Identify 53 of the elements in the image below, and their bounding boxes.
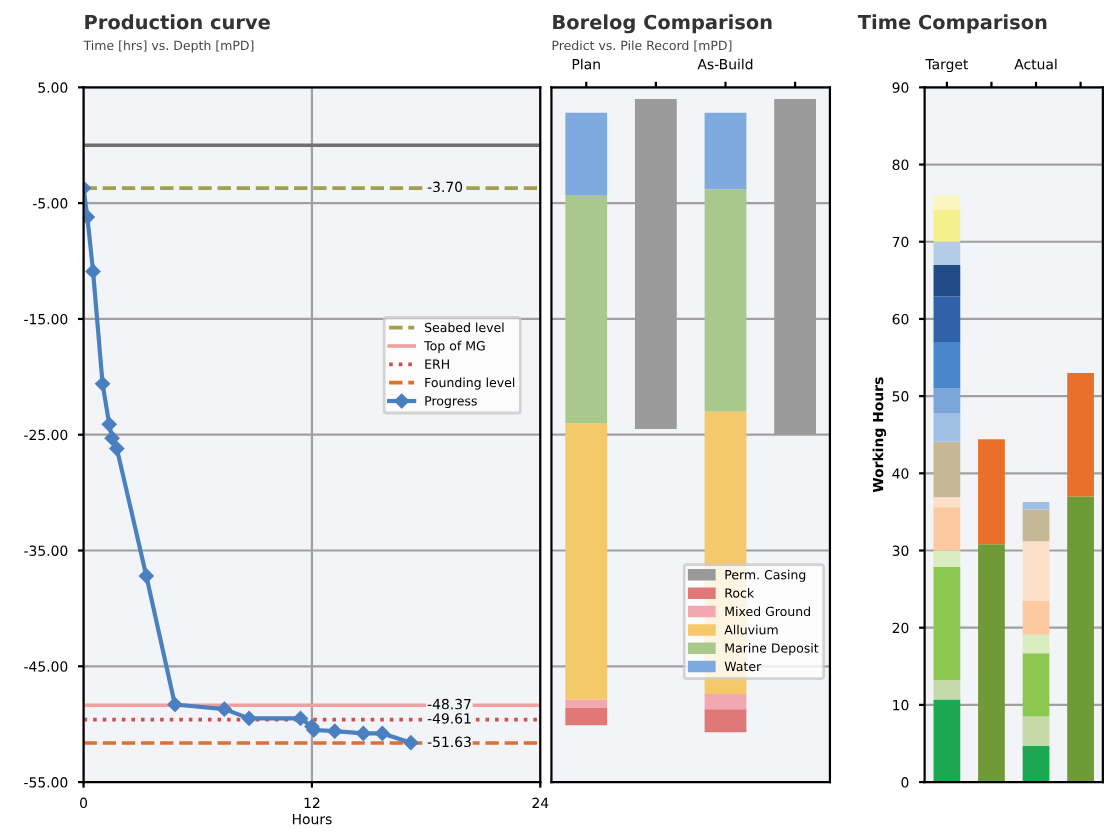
bar xyxy=(933,241,961,265)
point xyxy=(85,264,101,279)
chart-title: Borelog Comparison xyxy=(553,14,772,34)
chart-title: Time Comparison xyxy=(857,14,1047,34)
bar xyxy=(933,264,961,297)
bar xyxy=(565,707,608,726)
point xyxy=(139,568,154,584)
bar xyxy=(565,195,608,424)
bar xyxy=(933,550,961,567)
point xyxy=(101,417,117,432)
bar xyxy=(1022,653,1050,717)
bar xyxy=(933,507,961,551)
bar xyxy=(704,112,747,190)
bar xyxy=(565,112,608,196)
bar xyxy=(933,413,961,442)
bar xyxy=(704,709,747,733)
bar xyxy=(933,388,961,414)
bar xyxy=(1067,372,1094,497)
bar xyxy=(978,439,1005,545)
bar xyxy=(1022,541,1050,601)
bar xyxy=(978,544,1005,783)
bar xyxy=(933,566,961,681)
bar xyxy=(1067,496,1094,783)
bar xyxy=(1022,501,1050,510)
point xyxy=(403,735,419,750)
point xyxy=(356,726,371,741)
bar xyxy=(1022,634,1050,654)
point xyxy=(241,711,257,726)
bar xyxy=(933,195,961,211)
bar xyxy=(933,210,961,242)
bar xyxy=(1022,600,1050,635)
bar xyxy=(565,423,608,700)
bar xyxy=(933,497,961,508)
bar xyxy=(933,441,961,498)
bar xyxy=(704,694,747,710)
point xyxy=(109,441,125,456)
bar xyxy=(933,342,961,389)
bar xyxy=(1022,716,1050,746)
point xyxy=(293,711,308,726)
point xyxy=(167,697,183,712)
bar xyxy=(565,699,608,708)
bar xyxy=(704,189,747,412)
chart-title: Production curve xyxy=(85,14,270,30)
point xyxy=(327,723,343,739)
bar xyxy=(1022,509,1050,542)
point xyxy=(104,430,120,446)
bar xyxy=(1022,745,1050,783)
bar xyxy=(933,680,961,700)
point xyxy=(95,376,110,392)
point xyxy=(217,701,232,717)
bar xyxy=(933,296,961,343)
point xyxy=(375,726,390,741)
bar xyxy=(933,699,961,783)
